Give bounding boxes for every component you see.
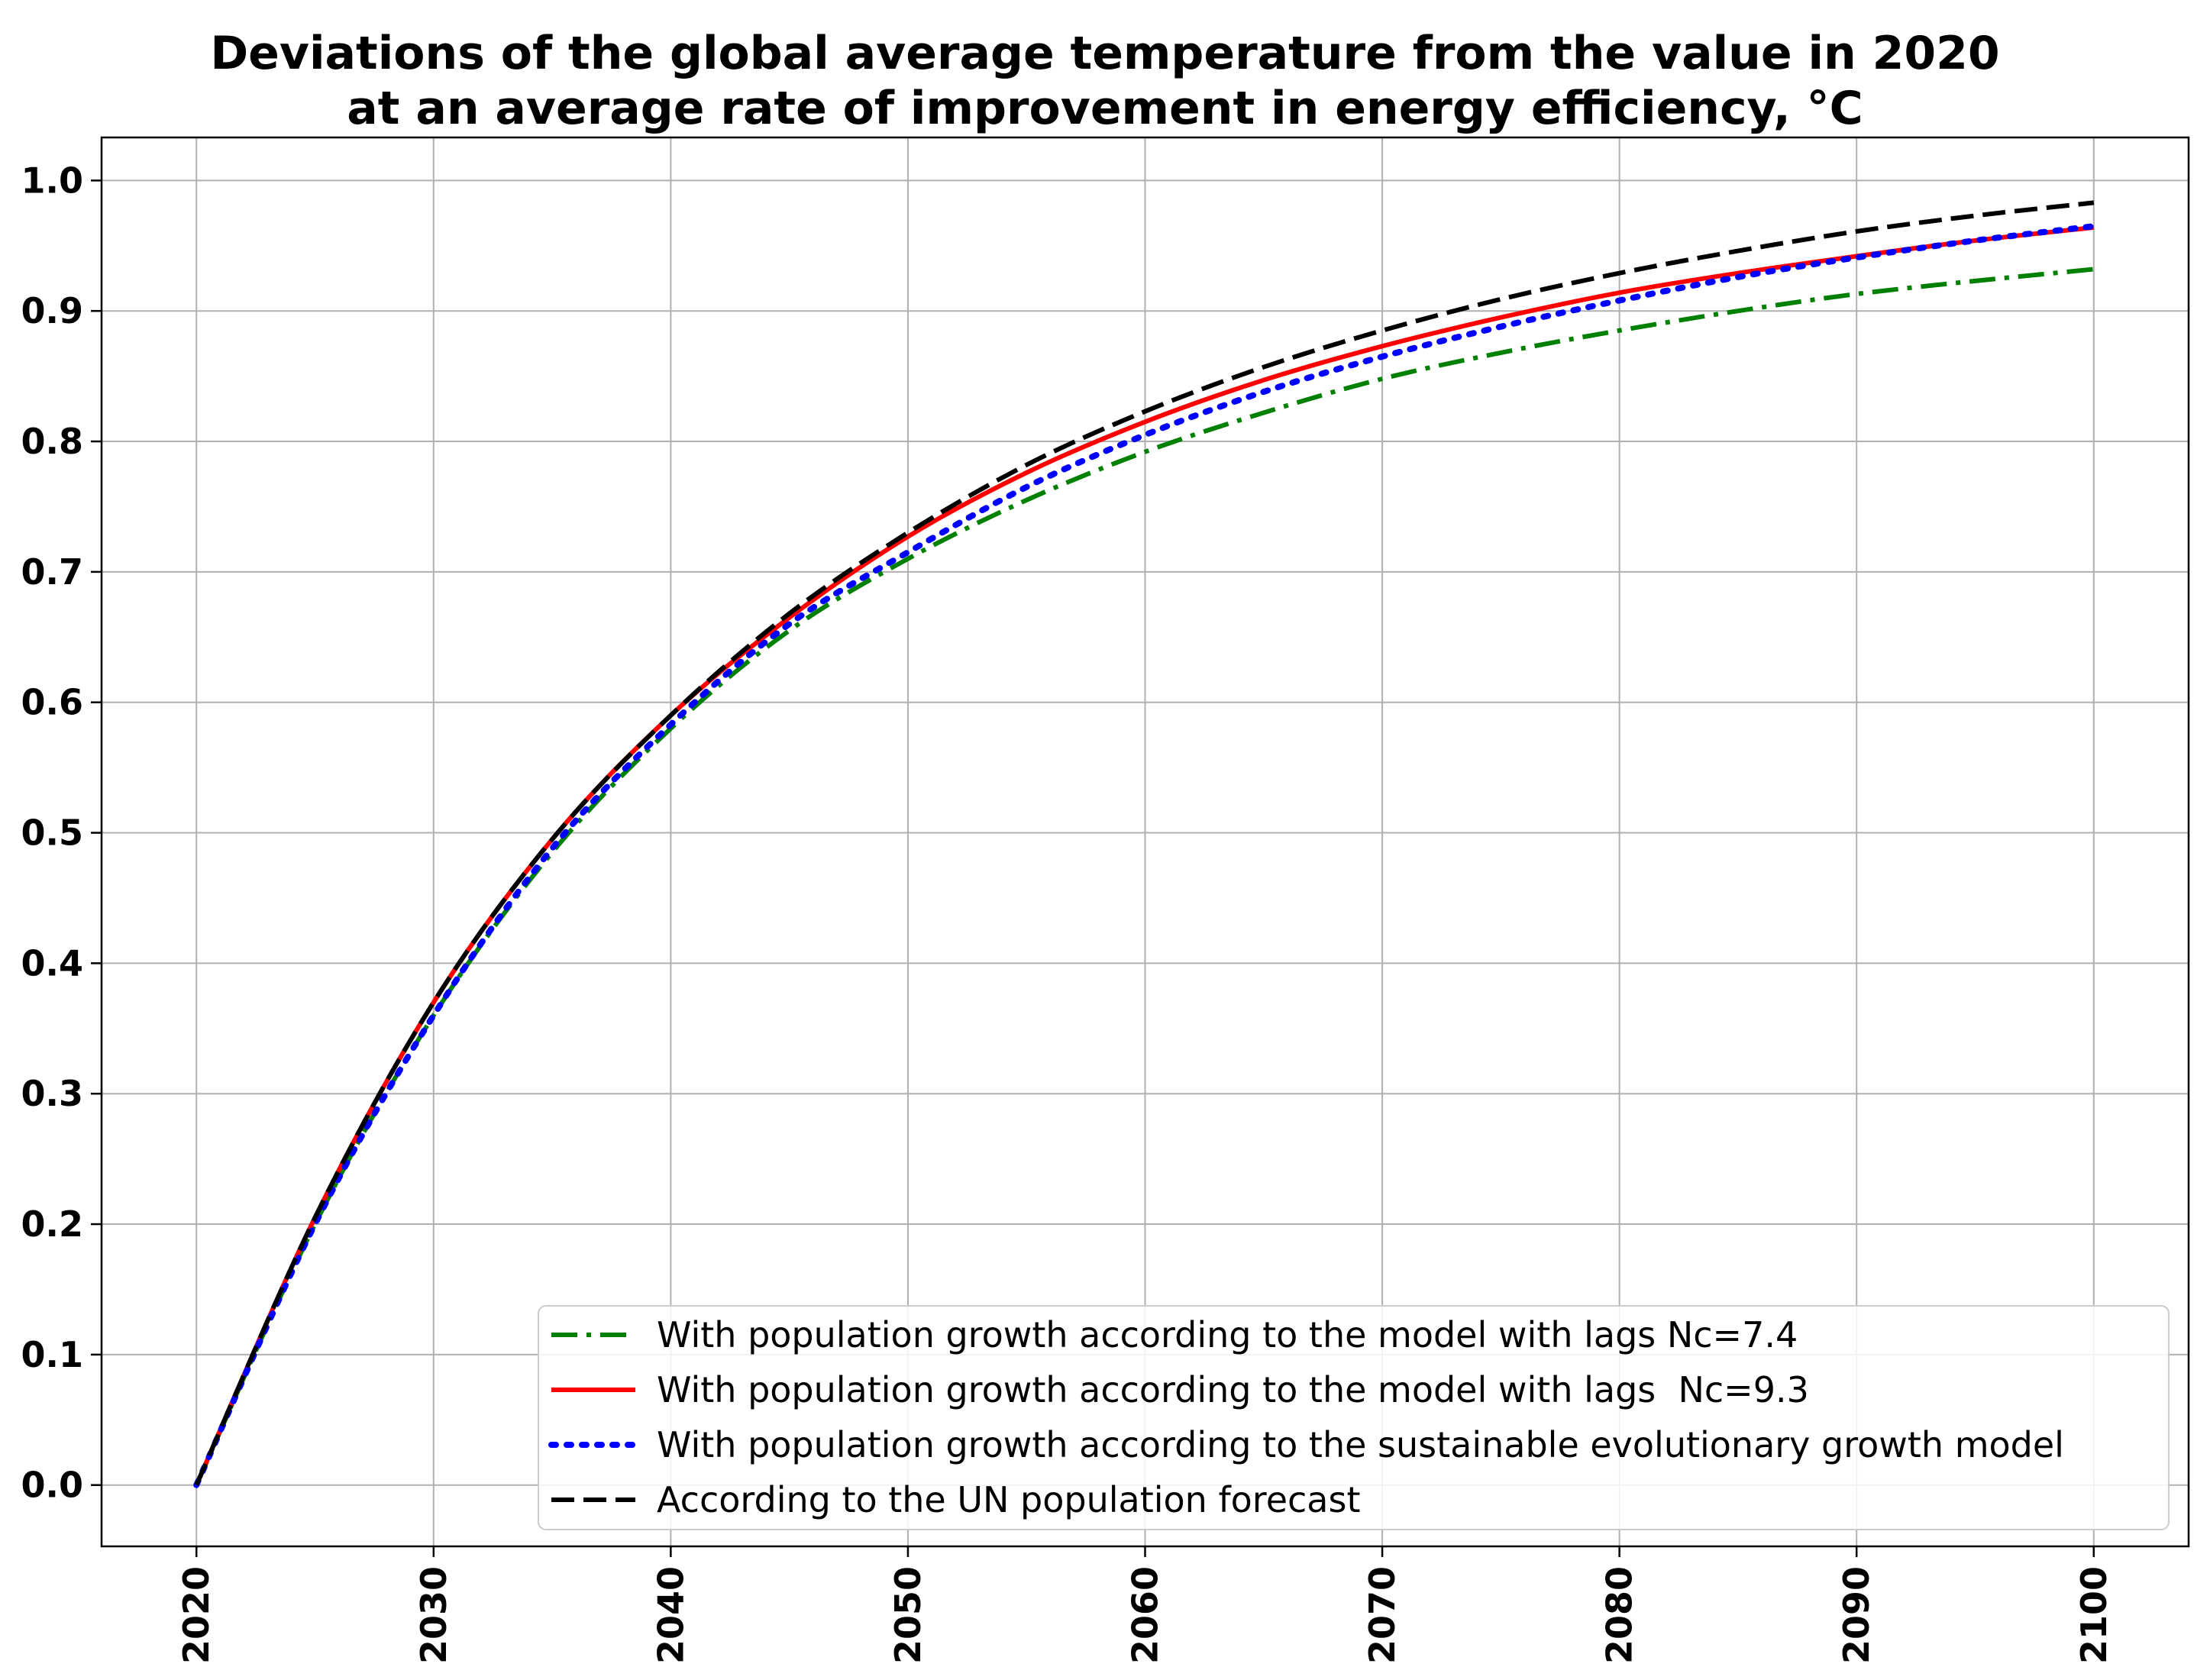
y-tick-label: 0.7 xyxy=(21,551,84,593)
chart-title-line-2: at an average rate of improvement in ene… xyxy=(347,82,1863,135)
y-tick-label: 0.2 xyxy=(21,1203,84,1245)
series-line-4 xyxy=(194,200,2095,1486)
y-tick-label: 0.0 xyxy=(21,1465,84,1506)
series-lines xyxy=(193,200,2097,1488)
y-tick-label: 1.0 xyxy=(21,160,84,201)
y-tick-label: 0.8 xyxy=(21,421,84,462)
y-tick-label: 0.5 xyxy=(21,813,84,854)
y-tick-label: 0.6 xyxy=(21,682,84,723)
axis-ticks: 2020 2030 2040 2050 2060 2070 2080 2090 2100 0.0 0… xyxy=(21,160,2115,1664)
x-tick-label: 2060 xyxy=(1125,1566,1166,1664)
x-tick-label: 2050 xyxy=(887,1566,929,1664)
legend: With population growth according to the … xyxy=(538,1305,2170,1530)
x-tick-label: 2090 xyxy=(1836,1566,1877,1664)
y-tick-label: 0.4 xyxy=(21,942,84,984)
legend-label-2: With population growth according to the … xyxy=(657,1369,1809,1410)
y-tick-label: 0.1 xyxy=(21,1334,84,1375)
x-tick-label: 2100 xyxy=(2073,1566,2115,1664)
y-tick-label: 0.9 xyxy=(21,290,84,331)
series-line-1 xyxy=(194,267,2095,1486)
x-tick-label: 2020 xyxy=(176,1566,217,1664)
chart-title-line-1: Deviations of the global average tempera… xyxy=(210,27,1999,80)
x-tick-label: 2070 xyxy=(1362,1566,1403,1664)
legend-label-1: With population growth according to the … xyxy=(657,1314,1798,1355)
legend-label-4: According to the UN population forecast xyxy=(657,1479,1360,1520)
legend-box xyxy=(538,1305,2170,1530)
x-tick-label: 2080 xyxy=(1599,1566,1640,1664)
series-line-3 xyxy=(193,223,2097,1488)
y-tick-label: 0.3 xyxy=(21,1073,84,1114)
x-tick-label: 2040 xyxy=(650,1566,691,1664)
grid xyxy=(102,137,2189,1546)
legend-label-3: With population growth according to the … xyxy=(657,1424,2064,1465)
x-tick-label: 2030 xyxy=(413,1566,454,1664)
